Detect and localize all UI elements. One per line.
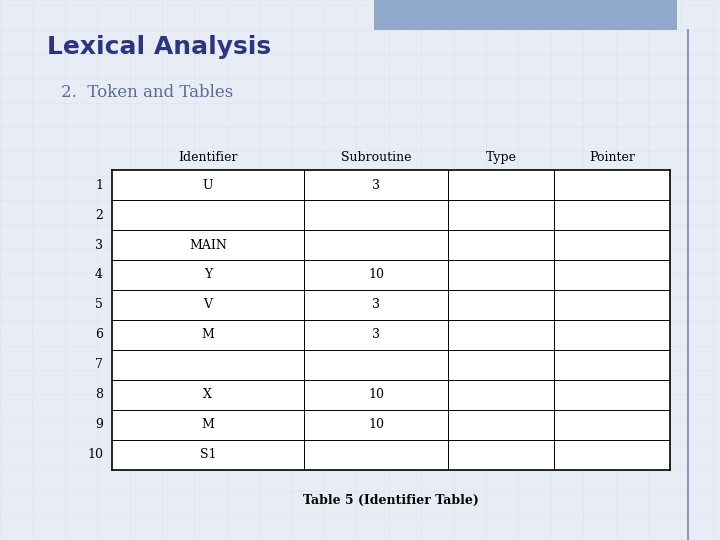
Text: 10: 10 — [368, 268, 384, 281]
Text: 1: 1 — [95, 179, 103, 192]
Text: Table 5 (Identifier Table): Table 5 (Identifier Table) — [302, 494, 479, 507]
Text: 10: 10 — [87, 448, 103, 461]
Text: M: M — [202, 418, 215, 431]
Text: 3: 3 — [95, 239, 103, 252]
Text: 6: 6 — [95, 328, 103, 341]
Text: Y: Y — [204, 268, 212, 281]
Text: U: U — [202, 179, 213, 192]
Text: 3: 3 — [372, 299, 380, 312]
Text: Pointer: Pointer — [589, 151, 635, 164]
Text: 5: 5 — [95, 299, 103, 312]
Text: Identifier: Identifier — [178, 151, 238, 164]
Text: 8: 8 — [95, 388, 103, 401]
Text: 3: 3 — [372, 328, 380, 341]
Text: 7: 7 — [95, 359, 103, 372]
Text: MAIN: MAIN — [189, 239, 227, 252]
Text: S1: S1 — [199, 448, 216, 461]
Bar — [112, 170, 670, 470]
Text: M: M — [202, 328, 215, 341]
Text: 3: 3 — [372, 179, 380, 192]
Text: V: V — [203, 299, 212, 312]
Text: 4: 4 — [95, 268, 103, 281]
Text: Subroutine: Subroutine — [341, 151, 411, 164]
Text: 2: 2 — [95, 208, 103, 221]
Text: X: X — [203, 388, 212, 401]
Text: Type: Type — [486, 151, 517, 164]
Bar — [374, 0, 677, 30]
Text: Lexical Analysis: Lexical Analysis — [47, 35, 271, 59]
Text: 10: 10 — [368, 418, 384, 431]
Text: 9: 9 — [95, 418, 103, 431]
Text: 2.  Token and Tables: 2. Token and Tables — [61, 84, 233, 100]
Text: 10: 10 — [368, 388, 384, 401]
